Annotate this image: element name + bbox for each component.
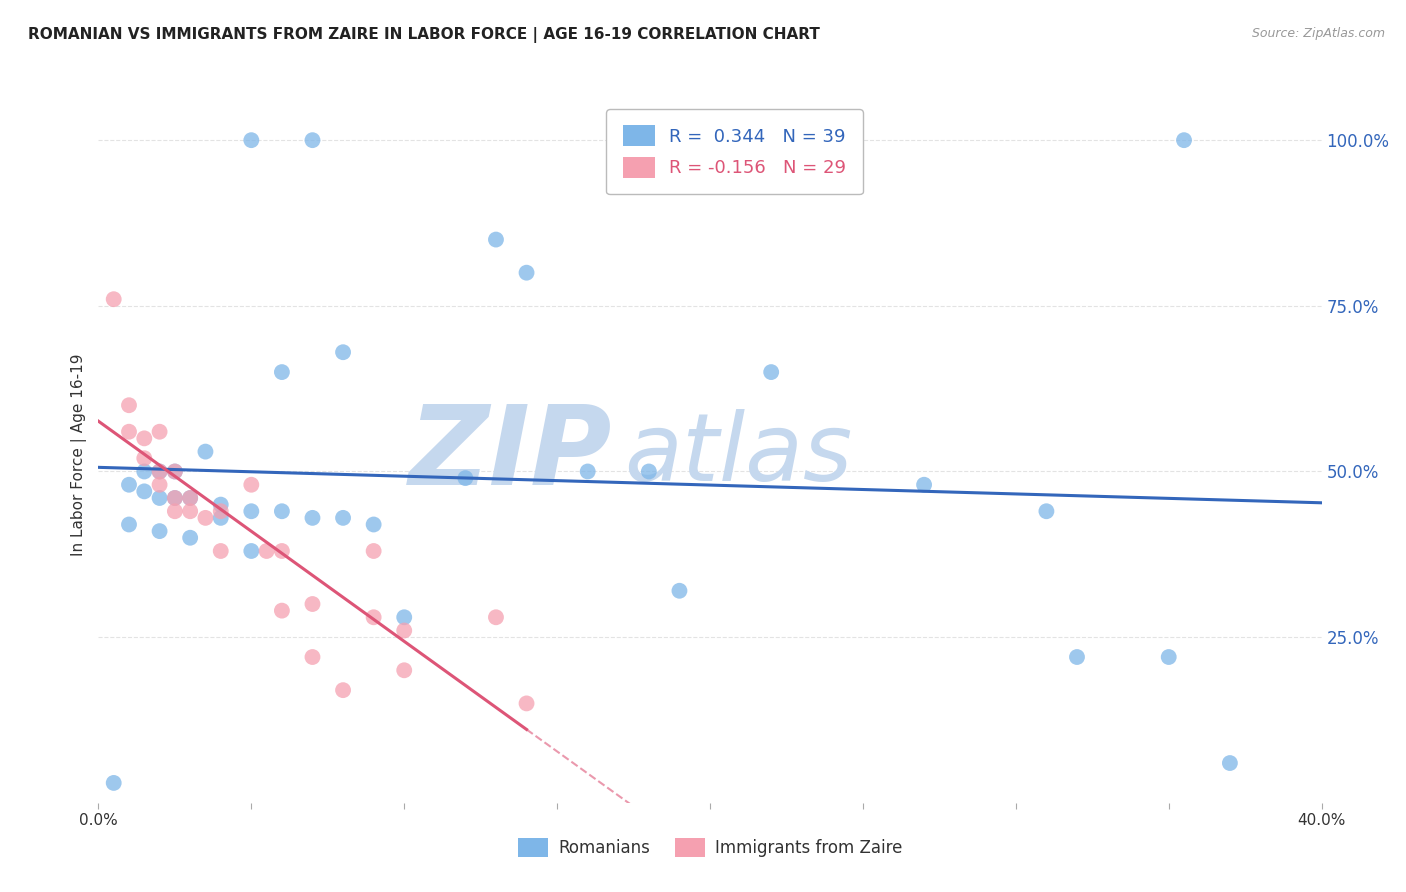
Point [103, 776, 125, 790]
Point [194, 511, 217, 525]
Point [363, 517, 385, 532]
Point [1173, 133, 1195, 147]
Point [301, 511, 323, 525]
Point [270, 365, 292, 379]
Point [209, 498, 232, 512]
Point [301, 597, 323, 611]
Point [516, 266, 538, 280]
Point [363, 610, 385, 624]
Point [240, 477, 263, 491]
Point [516, 697, 538, 711]
Point [1157, 650, 1180, 665]
Point [270, 604, 292, 618]
Point [392, 624, 416, 638]
Point [149, 524, 172, 538]
Point [149, 491, 172, 505]
Point [240, 504, 263, 518]
Point [149, 477, 172, 491]
Point [179, 531, 201, 545]
Point [118, 477, 141, 491]
Point [1219, 756, 1241, 770]
Point [332, 345, 354, 359]
Point [209, 544, 232, 558]
Point [134, 451, 156, 466]
Point [118, 398, 141, 412]
Point [270, 504, 292, 518]
Point [332, 511, 354, 525]
Text: atlas: atlas [624, 409, 852, 500]
Point [240, 133, 263, 147]
Point [363, 544, 385, 558]
Point [485, 233, 508, 247]
Point [301, 133, 323, 147]
Point [454, 471, 477, 485]
Point [149, 425, 172, 439]
Point [149, 465, 172, 479]
Point [485, 610, 508, 624]
Point [209, 511, 232, 525]
Point [149, 465, 172, 479]
Point [103, 292, 125, 306]
Point [392, 663, 416, 677]
Text: ROMANIAN VS IMMIGRANTS FROM ZAIRE IN LABOR FORCE | AGE 16-19 CORRELATION CHART: ROMANIAN VS IMMIGRANTS FROM ZAIRE IN LAB… [28, 27, 820, 43]
Y-axis label: In Labor Force | Age 16-19: In Labor Force | Age 16-19 [72, 353, 87, 557]
Point [118, 517, 141, 532]
Point [256, 544, 278, 558]
Point [240, 544, 263, 558]
Point [163, 465, 186, 479]
Point [912, 477, 935, 491]
Point [163, 465, 186, 479]
Point [209, 504, 232, 518]
Text: Source: ZipAtlas.com: Source: ZipAtlas.com [1251, 27, 1385, 40]
Legend: Romanians, Immigrants from Zaire: Romanians, Immigrants from Zaire [512, 831, 908, 864]
Point [637, 465, 661, 479]
Point [1035, 504, 1057, 518]
Point [1066, 650, 1088, 665]
Point [179, 504, 201, 518]
Point [668, 583, 690, 598]
Point [301, 650, 323, 665]
Point [576, 465, 599, 479]
Point [163, 504, 186, 518]
Point [163, 491, 186, 505]
Text: ZIP: ZIP [409, 401, 612, 508]
Point [118, 425, 141, 439]
Point [270, 544, 292, 558]
Point [163, 491, 186, 505]
Point [332, 683, 354, 698]
Point [179, 491, 201, 505]
Point [134, 484, 156, 499]
Point [179, 491, 201, 505]
Point [392, 610, 416, 624]
Point [194, 444, 217, 458]
Point [759, 365, 782, 379]
Point [134, 431, 156, 445]
Point [134, 465, 156, 479]
